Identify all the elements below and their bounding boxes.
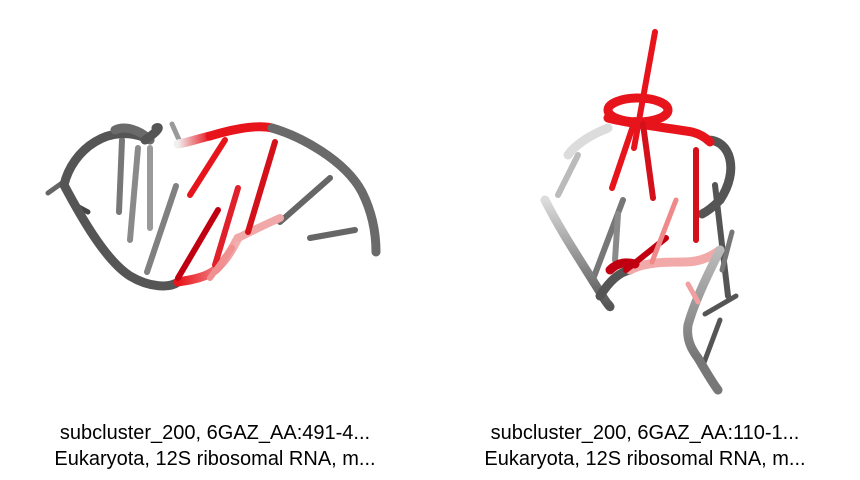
caption-line1-left: subcluster_200, 6GAZ_AA:491-4...	[59, 422, 371, 444]
caption-left: subcluster_200, 6GAZ_AA:491-4... Eukaryo…	[0, 420, 430, 472]
structure-panel-right: subcluster_200, 6GAZ_AA:110-1... Eukaryo…	[430, 0, 860, 480]
rna-structure-render-left	[45, 121, 381, 291]
caption-line2-left: Eukaryota, 12S ribosomal RNA, m...	[54, 448, 376, 470]
backbone-right	[540, 123, 736, 395]
backbone-left	[59, 122, 381, 291]
caption-line2-right: Eukaryota, 12S ribosomal RNA, m...	[484, 448, 806, 470]
rna-structure-render-right	[540, 29, 739, 395]
base-sticks-red-left	[175, 137, 278, 281]
caption-right: subcluster_200, 6GAZ_AA:110-1... Eukaryo…	[430, 420, 860, 472]
caption-line1-right: subcluster_200, 6GAZ_AA:110-1...	[490, 422, 800, 444]
base-sticks-red-right	[609, 29, 701, 305]
structure-panel-left: subcluster_200, 6GAZ_AA:491-4... Eukaryo…	[0, 121, 430, 472]
